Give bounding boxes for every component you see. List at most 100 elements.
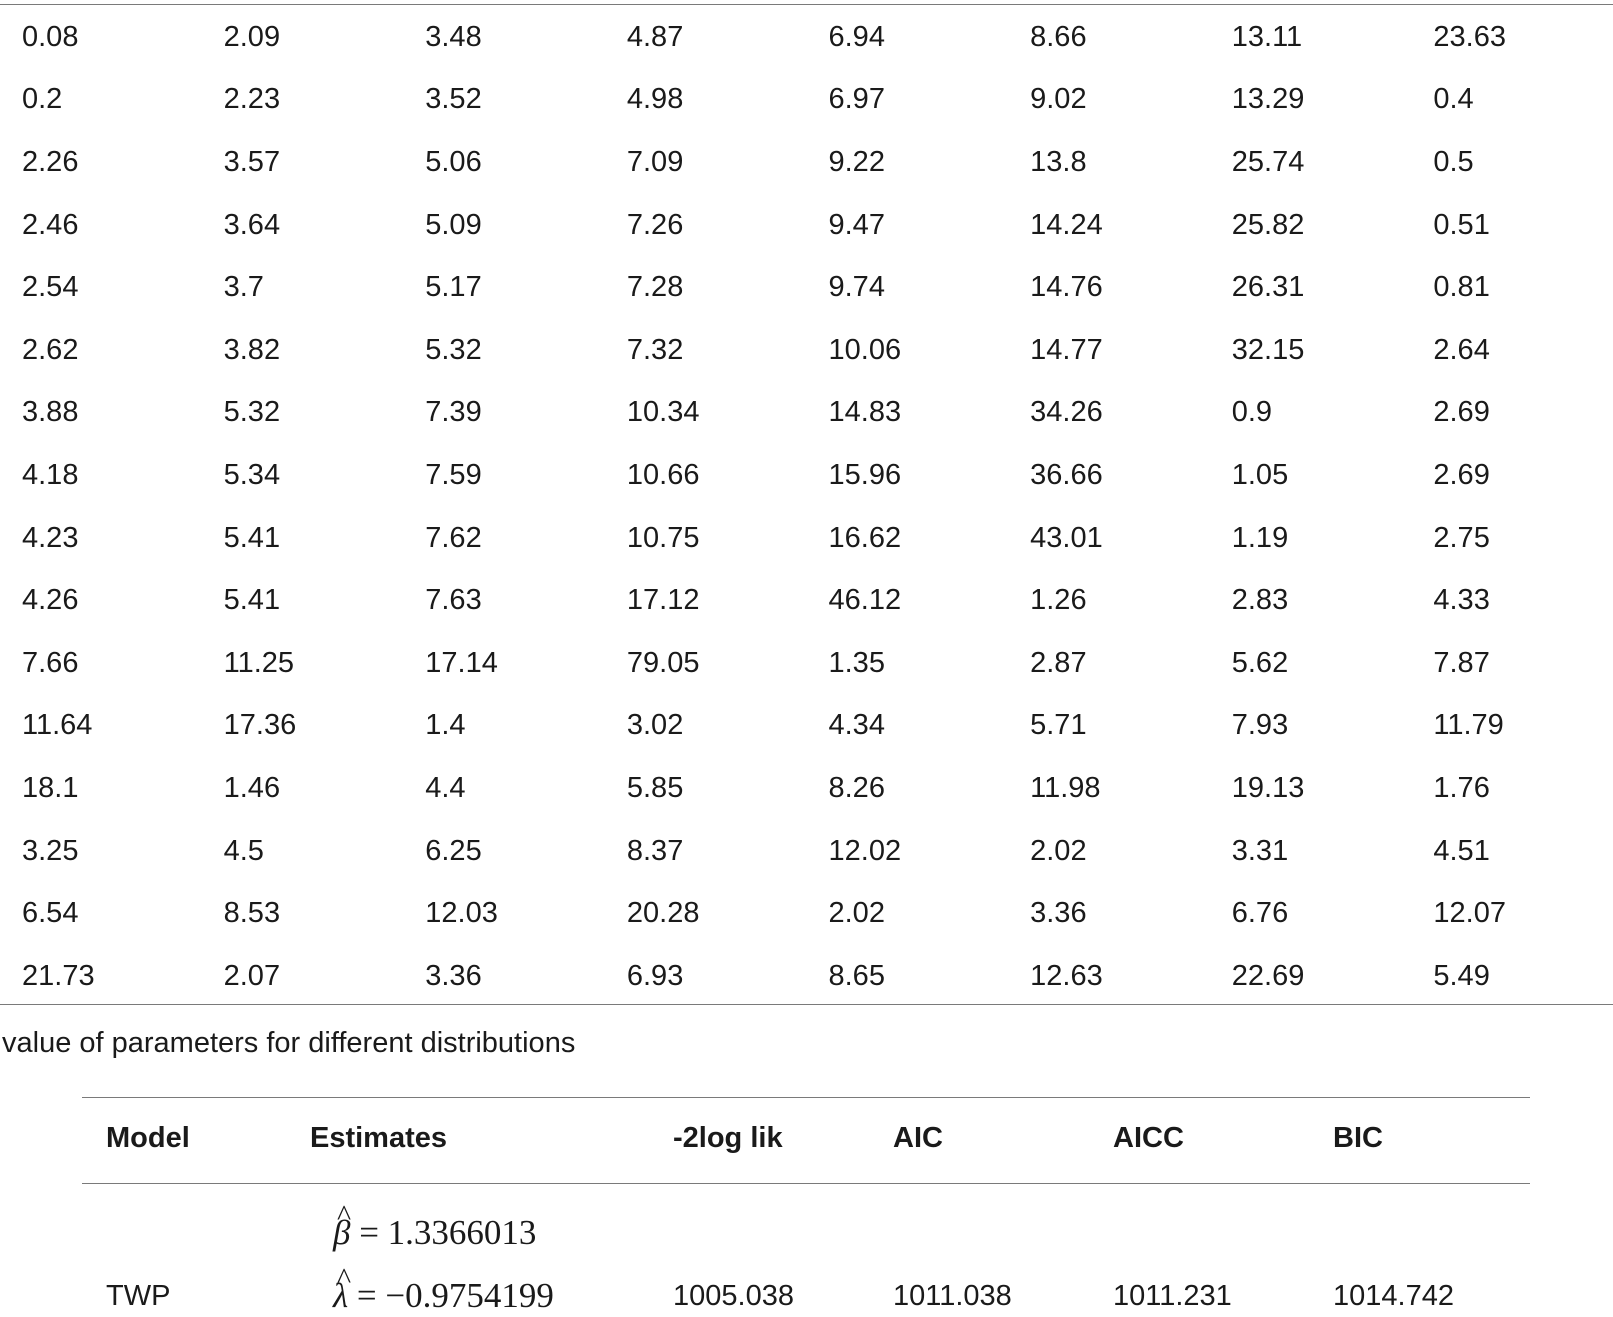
table-row: 4.18 5.34 7.59 10.66 15.96 36.66 1.05 2.69 xyxy=(0,444,1613,507)
table-cell: 14.76 xyxy=(1030,271,1103,304)
table-cell: 8.65 xyxy=(828,959,885,992)
table-cell: 2.46 xyxy=(22,208,79,241)
table-cell: 2.75 xyxy=(1433,521,1490,554)
table-cell: 3.31 xyxy=(1231,834,1289,867)
table-cell: 4.23 xyxy=(22,521,79,554)
table-cell: 7.66 xyxy=(22,646,79,679)
table-cell: 25.74 xyxy=(1231,145,1305,178)
header-bic: BIC xyxy=(1333,1122,1383,1154)
table-cell: 9.47 xyxy=(828,208,885,241)
aicc-value: 1011.231 xyxy=(1113,1280,1232,1312)
beta-value: = 1.3366013 xyxy=(359,1213,537,1252)
table-cell: 3.64 xyxy=(223,208,281,241)
table-cell: 4.18 xyxy=(22,458,79,491)
lambda-estimate: ^ λ = −0.9754199 xyxy=(333,1262,554,1317)
table-cell: 17.14 xyxy=(425,646,498,679)
table-cell: 2.54 xyxy=(22,271,79,304)
table-cell: 6.94 xyxy=(828,20,885,53)
table-cell: 0.81 xyxy=(1433,271,1490,304)
table-bottom-rule xyxy=(0,1004,1613,1005)
table-cell: 5.32 xyxy=(425,333,482,366)
table-cell: 19.13 xyxy=(1231,771,1305,804)
header-aicc: AICC xyxy=(1113,1122,1184,1154)
table-cell: 6.54 xyxy=(22,897,79,930)
table-cell: 5.34 xyxy=(223,458,281,491)
neg2loglik-value: 1005.038 xyxy=(673,1280,794,1312)
table-cell: 79.05 xyxy=(626,646,700,679)
table-cell: 26.31 xyxy=(1231,271,1305,304)
header-estimates: Estimates xyxy=(310,1122,448,1154)
table-row: 6.54 8.53 12.03 20.28 2.02 3.36 6.76 12.07 xyxy=(0,882,1613,945)
table-cell: 21.73 xyxy=(22,959,95,992)
table-row: 2.62 3.82 5.32 7.32 10.06 14.77 32.15 2.64 xyxy=(0,319,1613,382)
table-cell: 14.24 xyxy=(1030,208,1103,241)
table-cell: 2.02 xyxy=(828,897,885,930)
table-cell: 5.06 xyxy=(425,145,482,178)
table-cell: 3.36 xyxy=(425,959,482,992)
table-cell: 10.34 xyxy=(626,396,700,429)
header-aic: AIC xyxy=(893,1122,943,1154)
table-cell: 14.83 xyxy=(828,396,902,429)
table-cell: 4.26 xyxy=(22,584,79,617)
table-cell: 12.03 xyxy=(425,897,498,930)
table-cell: 6.93 xyxy=(626,959,684,992)
table-cell: 3.02 xyxy=(626,709,684,742)
table-cell: 4.33 xyxy=(1433,584,1490,617)
table-cell: 12.63 xyxy=(1030,959,1103,992)
table-cell: 2.23 xyxy=(223,83,281,116)
table-cell: 7.32 xyxy=(626,333,684,366)
table-cell: 10.75 xyxy=(626,521,700,554)
table-cell: 4.98 xyxy=(626,83,684,116)
table-cell: 7.63 xyxy=(425,584,482,617)
table-cell: 0.4 xyxy=(1433,83,1474,116)
table-cell: 7.87 xyxy=(1433,646,1490,679)
table-cell: 20.28 xyxy=(626,897,700,930)
table-cell: 0.08 xyxy=(22,20,79,53)
table-cell: 3.25 xyxy=(22,834,79,867)
table-caption: value of parameters for different distri… xyxy=(2,1027,576,1059)
table-cell: 6.25 xyxy=(425,834,482,867)
table-cell: 2.64 xyxy=(1433,333,1490,366)
table-row: 7.66 11.25 17.14 79.05 1.35 2.87 5.62 7.87 xyxy=(0,632,1613,695)
table-cell: 2.69 xyxy=(1433,458,1490,491)
table-cell: 6.97 xyxy=(828,83,885,116)
table-cell: 2.69 xyxy=(1433,396,1490,429)
table-cell: 4.5 xyxy=(223,834,264,867)
table-row: 2.46 3.64 5.09 7.26 9.47 14.24 25.82 0.51 xyxy=(0,194,1613,257)
table-cell: 2.83 xyxy=(1231,584,1289,617)
table-cell: 1.35 xyxy=(828,646,885,679)
bic-value: 1014.742 xyxy=(1333,1280,1454,1312)
table-cell: 1.19 xyxy=(1231,521,1289,554)
estimates-table-top-rule xyxy=(82,1097,1530,1098)
table-cell: 18.1 xyxy=(22,771,79,804)
beta-estimate: ^ β = 1.3366013 xyxy=(333,1199,537,1254)
model-name: TWP xyxy=(106,1280,171,1312)
table-cell: 13.29 xyxy=(1231,83,1305,116)
table-cell: 3.7 xyxy=(223,271,264,304)
table-cell: 5.32 xyxy=(223,396,281,429)
table-cell: 8.37 xyxy=(626,834,684,867)
table-cell: 4.4 xyxy=(425,771,466,804)
table-cell: 11.25 xyxy=(223,646,295,679)
table-cell: 5.17 xyxy=(425,271,482,304)
table-cell: 3.52 xyxy=(425,83,482,116)
table-cell: 1.26 xyxy=(1030,584,1087,617)
table-cell: 4.34 xyxy=(828,709,885,742)
table-cell: 7.39 xyxy=(425,396,482,429)
table-cell: 46.12 xyxy=(828,584,902,617)
table-row: 18.1 1.46 4.4 5.85 8.26 11.98 19.13 1.76 xyxy=(0,757,1613,820)
table-cell: 8.26 xyxy=(828,771,885,804)
table-cell: 43.01 xyxy=(1030,521,1103,554)
table-cell: 2.02 xyxy=(1030,834,1087,867)
table-cell: 22.69 xyxy=(1231,959,1305,992)
table-row: 4.26 5.41 7.63 17.12 46.12 1.26 2.83 4.33 xyxy=(0,569,1613,632)
table-cell: 9.22 xyxy=(828,145,885,178)
table-cell: 5.71 xyxy=(1030,709,1087,742)
table-row: 3.88 5.32 7.39 10.34 14.83 34.26 0.9 2.69 xyxy=(0,382,1613,445)
table-cell: 17.12 xyxy=(626,584,700,617)
table-cell: 8.66 xyxy=(1030,20,1087,53)
table-cell: 2.07 xyxy=(223,959,281,992)
table-top-rule xyxy=(0,4,1613,5)
table-cell: 0.2 xyxy=(22,83,63,116)
table-cell: 15.96 xyxy=(828,458,902,491)
